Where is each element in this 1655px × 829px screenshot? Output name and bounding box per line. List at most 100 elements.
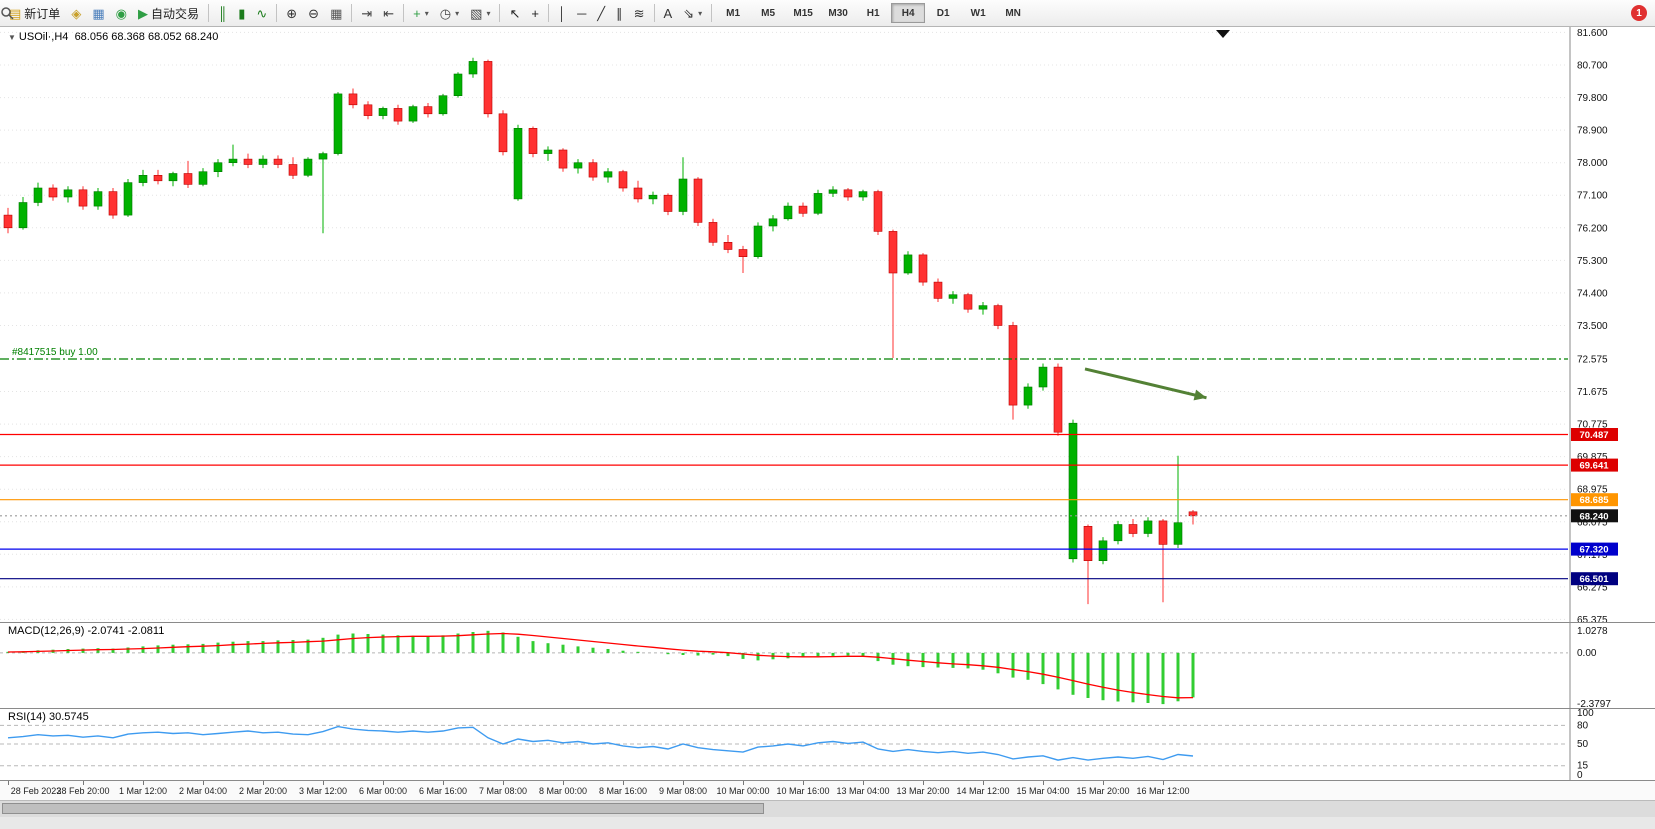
zoom-out-button[interactable]: ⊖ (303, 1, 324, 25)
bar-chart-button[interactable]: ║ (213, 1, 232, 25)
search-icon (1, 7, 14, 20)
tf-button-M5[interactable]: M5 (761, 7, 776, 19)
notification-badge[interactable]: 1 (1631, 5, 1647, 21)
macd-panel[interactable]: 1.0278 0.00 -2.3797 (0, 622, 1655, 708)
auto-trading-icon: ▶ (137, 5, 148, 21)
tf-button-MN[interactable]: MN (1005, 7, 1021, 19)
trendline-button[interactable]: ╱ (592, 1, 610, 25)
tile-windows-button[interactable]: ▦ (325, 1, 347, 25)
tf-button-D1[interactable]: D1 (936, 7, 950, 19)
chart-shift-button[interactable]: ⇤ (378, 1, 399, 25)
scrollbar-thumb[interactable] (2, 803, 764, 814)
macd-label: MACD(12,26,9) -2.0741 -2.0811 (8, 625, 165, 637)
auto-trading-button[interactable]: ▶ 自动交易 (133, 1, 204, 25)
main-chart[interactable]: #8417515 buy 1.00 81.600 80.700 79.800 78.90… (0, 27, 1655, 622)
time-label: 9 Mar 08:00 (658, 786, 708, 796)
h-scrollbar[interactable] (0, 800, 1655, 817)
price-axis-label: 71.675 (1577, 387, 1608, 398)
time-label: 13 Mar 20:00 (896, 786, 950, 796)
time-axis-tick (983, 781, 984, 785)
navigator-button[interactable]: ◉ (111, 1, 132, 25)
macd-axis[interactable]: 1.0278 0.00 -2.3797 (1569, 622, 1611, 708)
time-label: 14 Mar 12:00 (956, 786, 1010, 796)
periods-icon: ◷ (439, 5, 452, 21)
time-axis[interactable]: 28 Feb 2023 28 Feb 20:00 1 Mar 12:00 2 Mar … (0, 780, 1655, 800)
profiles-icon: ▦ (92, 5, 105, 21)
templates-button[interactable]: ▧ ▾ (465, 1, 495, 25)
time-label: 1 Mar 12:00 (118, 786, 168, 796)
time-axis-tick (683, 781, 684, 785)
time-axis-tick (143, 781, 144, 785)
tf-button-H1[interactable]: H1 (866, 7, 880, 19)
time-axis-tick (923, 781, 924, 785)
candlestick-chart-icon: ▮ (238, 5, 246, 21)
crosshair-icon: + (531, 5, 539, 21)
fibonacci-icon: ≋ (633, 5, 645, 21)
chart-shift-marker[interactable] (1216, 30, 1230, 38)
equidistant-channel-button[interactable]: ∥ (611, 1, 628, 25)
crosshair-button[interactable]: + (526, 1, 544, 25)
toolbar-separator (351, 4, 353, 22)
price-axis-label: 76.200 (1577, 223, 1608, 234)
toolbar-separator (653, 4, 655, 22)
tf-button-M30[interactable]: M30 (828, 7, 848, 19)
new-order-button[interactable]: ▤ 新订单 (4, 1, 65, 25)
symbol-title: USOil·,H4 (18, 31, 69, 43)
dropdown-caret-icon: ▾ (698, 8, 703, 18)
zoom-in-button[interactable]: ⊕ (281, 1, 302, 25)
fibonacci-button[interactable]: ≋ (629, 1, 650, 25)
time-label: 6 Mar 00:00 (358, 786, 408, 796)
horizontal-line-button[interactable]: ─ (572, 1, 591, 25)
toolbar-separator (499, 4, 501, 22)
tf-button-M15[interactable]: M15 (793, 7, 813, 19)
price-tag-text: 66.501 (1579, 574, 1609, 585)
zoom-out-icon: ⊖ (308, 5, 320, 21)
line-chart-button[interactable]: ∿ (251, 1, 272, 25)
candles[interactable] (3, 57, 1198, 605)
time-axis-tick (863, 781, 864, 785)
price-axis-label: 65.375 (1577, 615, 1608, 622)
new-order-icon: ▤ (9, 5, 22, 21)
indicators-button[interactable]: + ▾ (408, 1, 434, 25)
time-label: 10 Mar 16:00 (776, 786, 830, 796)
candlestick-chart-button[interactable]: ▮ (233, 1, 250, 25)
rsi-axis-label: 0 (1577, 770, 1583, 780)
level-lines[interactable]: #8417515 buy 1.00 (0, 347, 1568, 580)
text-button[interactable]: A (659, 1, 678, 25)
auto-scroll-button[interactable]: ⇥ (356, 1, 377, 25)
navigator-icon: ◉ (115, 5, 127, 21)
profiles-button[interactable]: ▦ (87, 1, 109, 25)
collapse-icon[interactable]: ▼ (8, 33, 16, 42)
price-axis-label: 78.000 (1577, 158, 1608, 169)
search-button[interactable] (1, 1, 1630, 25)
time-label: 13 Mar 04:00 (836, 786, 890, 796)
price-tag-text: 68.240 (1579, 511, 1608, 522)
dropdown-caret-icon: ▾ (486, 8, 491, 18)
toolbar-separator (276, 4, 278, 22)
price-axis-label: 78.900 (1577, 126, 1608, 137)
cursor-button[interactable]: ↖ (504, 1, 525, 25)
dropdown-caret-icon: ▾ (424, 8, 429, 18)
time-axis-tick (383, 781, 384, 785)
tf-button-H4[interactable]: H4 (891, 3, 926, 23)
macd-histogram (6, 630, 1195, 705)
price-tag-text: 68.685 (1579, 495, 1609, 506)
price-axis-label: 70.775 (1577, 420, 1608, 431)
vertical-line-button[interactable]: │ (553, 1, 571, 25)
price-axis-label: 74.400 (1577, 288, 1608, 299)
toolbar-separator (547, 4, 549, 22)
new-chart-button[interactable]: ◈ (66, 1, 86, 25)
arrows-button[interactable]: ⇘ ▾ (678, 1, 707, 25)
price-axis-label: 72.575 (1577, 355, 1608, 366)
tf-button-W1[interactable]: W1 (970, 7, 986, 19)
time-label: 16 Mar 12:00 (1136, 786, 1190, 796)
horizontal-line-icon: ─ (577, 5, 587, 21)
trend-arrow-annotation[interactable] (1084, 367, 1207, 401)
tf-button-M1[interactable]: M1 (726, 7, 741, 19)
price-axis[interactable]: 81.600 80.700 79.800 78.900 78.000 77.100 76.2… (1569, 27, 1618, 622)
periods-button[interactable]: ◷ ▾ (435, 1, 464, 25)
time-axis-tick (8, 781, 9, 785)
